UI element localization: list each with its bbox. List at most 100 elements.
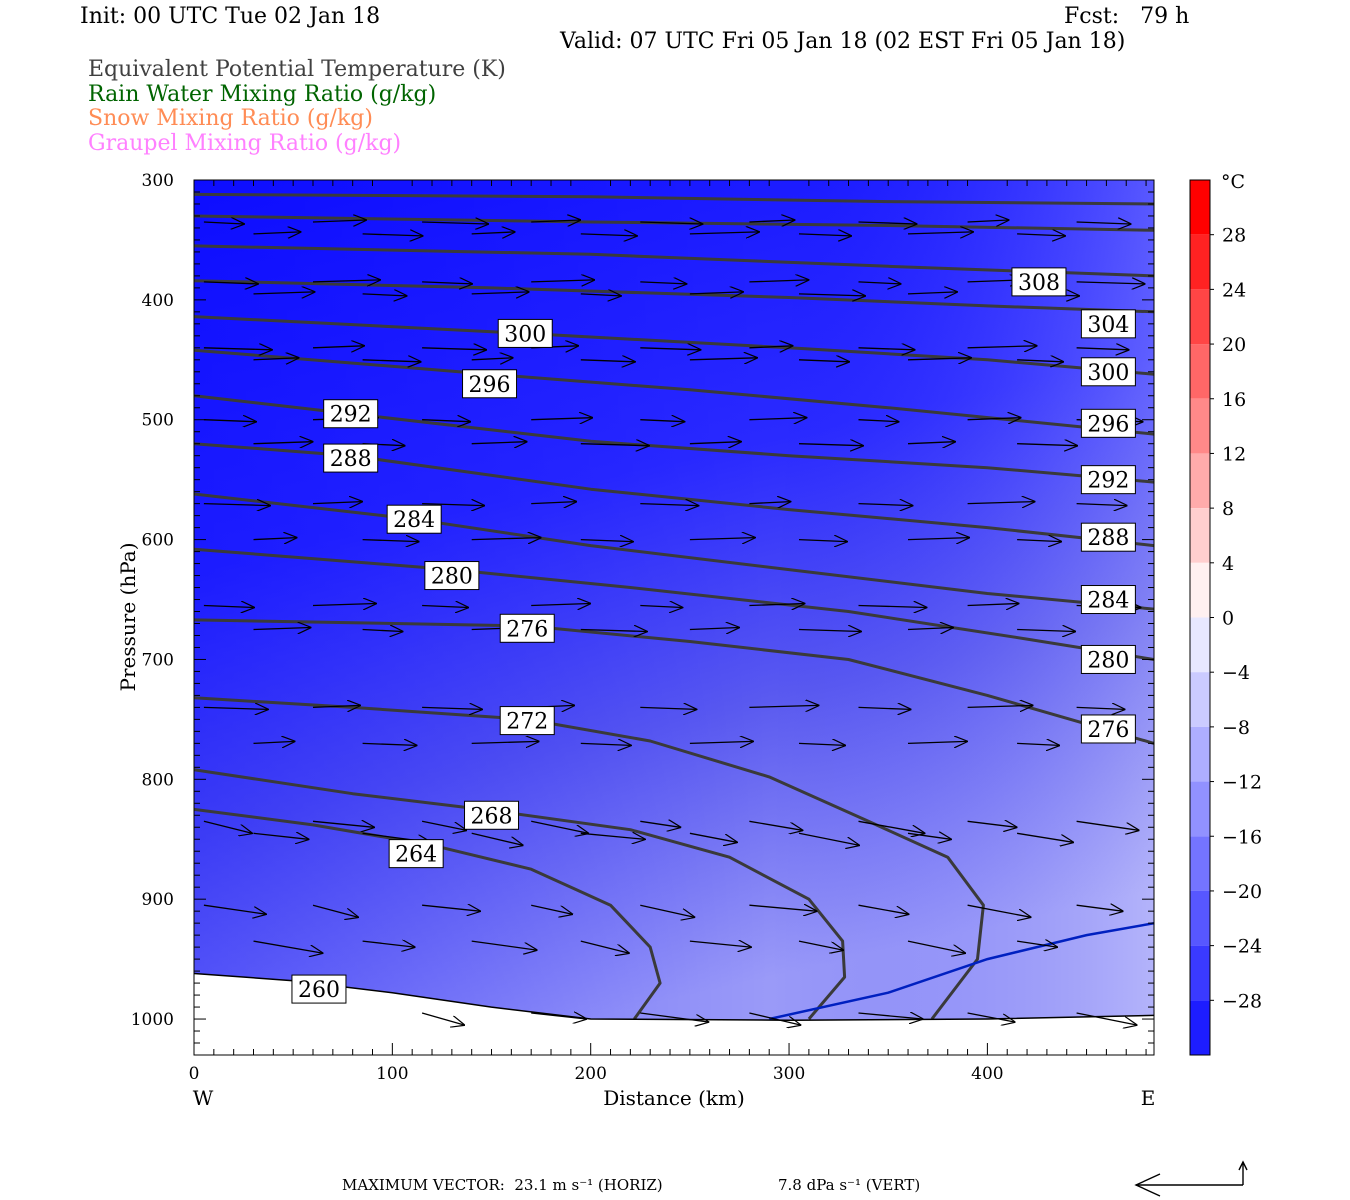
wind-vector: [749, 220, 794, 222]
colorbar-tick-label: 16: [1222, 389, 1246, 411]
wind-vector: [471, 538, 541, 540]
wind-vector: [858, 904, 909, 914]
wind-vector: [967, 821, 1017, 827]
y-tick-label: 500: [142, 411, 174, 431]
wind-vector: [907, 628, 953, 630]
svg-text:292: 292: [1087, 469, 1129, 494]
svg-text:300: 300: [1087, 361, 1129, 386]
wind-vector: [203, 904, 266, 914]
wind-vector: [858, 348, 915, 350]
contour-label-extra-7: 276: [1080, 714, 1136, 744]
wind-vector: [362, 360, 421, 362]
wind-vector: [858, 420, 899, 422]
wind-vector: [422, 707, 482, 709]
theta-e-contour-268: [194, 768, 847, 1020]
colorbar-tick-label: 4: [1222, 553, 1234, 575]
wind-vector: [640, 420, 684, 422]
y-axis-label: Pressure (hPa): [116, 543, 140, 692]
contour-label-extra-3: 292: [1080, 465, 1136, 495]
wind-vector: [689, 941, 751, 947]
x-tick-label: 400: [971, 1064, 1003, 1084]
colorbar-segment: [1190, 617, 1210, 673]
wind-vector: [203, 420, 256, 422]
wind-vector: [858, 504, 913, 506]
colorbar-tick-label: 12: [1222, 443, 1246, 465]
wind-vector: [422, 606, 468, 608]
colorbar-segment: [1190, 726, 1210, 782]
wind-vector: [907, 538, 969, 540]
contour-label-300: 300: [497, 318, 553, 348]
wind-vector: [907, 833, 951, 839]
wind-vector: [967, 705, 1033, 707]
wind-vector: [689, 628, 739, 630]
reference-vector: [1134, 1160, 1248, 1197]
colorbar-segment: [1190, 945, 1210, 1001]
legend-rain: Rain Water Mixing Ratio (g/kg): [88, 82, 437, 107]
terrain-mask: [194, 973, 1154, 1055]
colorbar-segment: [1190, 453, 1210, 509]
contour-label-308: 308: [1011, 267, 1067, 297]
x-axis-label: Distance (km): [603, 1086, 745, 1110]
y-tick-label: 700: [142, 650, 174, 670]
wind-vector: [422, 222, 488, 224]
wind-vector: [531, 280, 594, 282]
wind-vector: [1076, 905, 1123, 911]
colorbar-segment: [1190, 781, 1210, 837]
wind-vector: [203, 606, 254, 608]
wind-vector: [798, 743, 845, 745]
wind-vector: [471, 832, 523, 845]
east-label: E: [1141, 1086, 1156, 1110]
theta-e-contour-280: [194, 547, 1154, 661]
wind-vector: [1076, 504, 1127, 506]
theta-e-contour-264: [194, 807, 662, 1020]
contour-label-276: 276: [499, 613, 555, 643]
wind-vector: [1076, 348, 1129, 350]
svg-text:260: 260: [298, 978, 340, 1003]
contour-label-268: 268: [464, 800, 520, 830]
svg-text:276: 276: [506, 617, 548, 642]
y-tick-label: 400: [142, 291, 174, 311]
wind-vector: [1076, 707, 1125, 709]
wind-vector: [471, 292, 529, 294]
wind-vector: [362, 743, 417, 745]
max-vector-vert: 7.8 dPa s⁻¹ (VERT): [778, 1176, 921, 1194]
contour-label-304: 304: [1080, 309, 1136, 339]
wind-vector: [907, 940, 965, 953]
wind-vector: [967, 418, 1021, 420]
colorbar-tick-label: 28: [1222, 225, 1246, 247]
wind-vector: [253, 232, 301, 234]
wind-vector: [907, 442, 955, 444]
valid-time: Valid: 07 UTC Fri 05 Jan 18 (02 EST Fri …: [560, 29, 1126, 54]
wind-vector: [422, 420, 470, 422]
wind-vector: [531, 604, 590, 606]
legend-snow: Snow Mixing Ratio (g/kg): [88, 106, 373, 131]
svg-text:280: 280: [431, 565, 473, 590]
freezing-line: [768, 921, 1154, 1021]
colorbar-segment: [1190, 836, 1210, 891]
wind-vector: [689, 232, 759, 234]
plot-frame: [193, 179, 1155, 1056]
max-vector-horiz: MAXIMUM VECTOR: 23.1 m s⁻¹ (HORIZ): [342, 1176, 663, 1194]
wind-vector: [1017, 743, 1059, 745]
svg-text:284: 284: [1087, 589, 1129, 614]
contour-label-extra-2: 296: [1080, 408, 1136, 438]
svg-text:268: 268: [471, 804, 513, 829]
wind-vector: [471, 940, 537, 950]
x-tick-label: 200: [574, 1064, 606, 1084]
colorbar-tick-label: −8: [1222, 717, 1250, 739]
wind-vector: [749, 502, 790, 504]
svg-text:296: 296: [1087, 412, 1129, 437]
wind-vector: [312, 604, 376, 606]
colorbar-segment: [1190, 180, 1210, 235]
wind-vector: [798, 294, 865, 296]
wind-vector: [422, 905, 480, 911]
wind-vector: [580, 743, 631, 745]
contour-label-extra-6: 280: [1080, 644, 1136, 674]
wind-vector: [471, 358, 513, 360]
wind-vector: [967, 904, 1031, 917]
x-tick-label: 0: [189, 1064, 200, 1084]
wind-vector: [312, 821, 374, 827]
wind-vector: [907, 232, 973, 234]
wind-vector: [531, 502, 576, 504]
wind-vector: [362, 630, 403, 632]
